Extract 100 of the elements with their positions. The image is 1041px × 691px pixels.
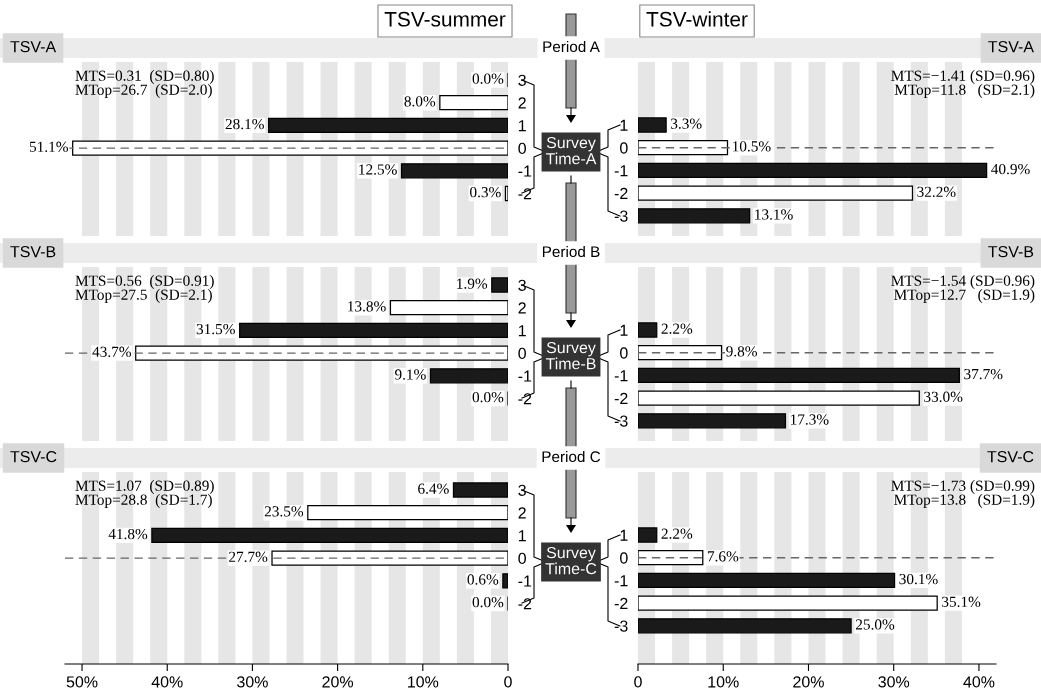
- y-tick-label: -1: [614, 370, 628, 382]
- x-tick-label: 0: [504, 676, 512, 688]
- data-label: 51.1%: [29, 141, 68, 152]
- chart-title: TSV-A: [988, 40, 1034, 53]
- data-label: 9.8%: [726, 346, 757, 357]
- y-tick-label: 2: [518, 507, 526, 519]
- y-tick-label: 2: [518, 97, 526, 109]
- data-label: 2.2%: [661, 323, 693, 334]
- data-label: 43.7%: [92, 346, 132, 357]
- y-tick-label: -2: [614, 187, 628, 199]
- y-tick-label: -1: [614, 575, 628, 587]
- x-tick-label: 0: [634, 676, 642, 688]
- x-tick-label: 20%: [322, 676, 354, 688]
- annotation: MTS=0.31 (SD=0.80): [75, 70, 214, 84]
- text: Survey Time-B: [545, 341, 596, 370]
- data-label: 32.2%: [917, 186, 956, 197]
- data-label: 0.0%: [472, 597, 504, 608]
- annotation: MTS=0.56 (SD=0.91): [75, 275, 214, 289]
- text: Survey Time-A: [545, 136, 597, 165]
- text: TSV-summer: [384, 11, 506, 27]
- annotation: MTop=28.8 (SD=1.7): [75, 494, 212, 508]
- data-label: 0.6%: [467, 574, 499, 585]
- data-label: 27.7%: [229, 551, 268, 562]
- x-tick-label: 30%: [878, 676, 910, 688]
- y-tick-label: 2: [518, 302, 526, 314]
- y-tick-label: 0: [518, 142, 526, 155]
- text: Period A: [543, 40, 600, 53]
- text: MTS=−1.41 (SD=0.96): [891, 70, 1035, 84]
- text: TSV-winter: [646, 11, 748, 27]
- y-tick-label: 1: [518, 325, 526, 337]
- chart-title: TSV-B: [988, 245, 1034, 258]
- data-label: 33.0%: [924, 391, 963, 402]
- chart-title: TSV-C: [987, 450, 1034, 463]
- text: MTS=−1.73 (SD=0.99): [891, 480, 1035, 494]
- y-tick-label: 1: [620, 119, 628, 131]
- x-tick-label: 10%: [708, 676, 739, 688]
- data-label: 3.3%: [671, 118, 702, 129]
- x-tick-label: 50%: [66, 676, 98, 688]
- y-tick-label: 1: [518, 530, 526, 542]
- y-tick-label: -2: [614, 392, 628, 404]
- data-label: 13.1%: [755, 209, 793, 220]
- data-label: 0.0%: [472, 392, 504, 403]
- text: Period B: [542, 245, 600, 258]
- data-label: 10.5%: [733, 141, 771, 152]
- y-tick-label: -1: [518, 575, 532, 587]
- y-tick-label: 1: [518, 120, 526, 132]
- chart-title: TSV-C: [10, 450, 57, 463]
- y-tick-label: 0: [518, 347, 526, 360]
- chart-title: TSV-B: [10, 245, 56, 258]
- data-label: 35.1%: [942, 596, 981, 607]
- y-tick-label: 3: [518, 484, 526, 496]
- data-label: 0.0%: [472, 73, 504, 84]
- text: MTS=−1.54 (SD=0.96): [891, 275, 1035, 289]
- chart-title: TSV-A: [10, 40, 57, 53]
- y-tick-label: 0: [620, 142, 628, 154]
- y-tick-label: -1: [614, 165, 628, 177]
- data-label: 8.0%: [404, 96, 436, 107]
- y-tick-label: 1: [620, 529, 628, 541]
- y-tick-label: -3: [614, 415, 628, 427]
- y-tick-label: 0: [620, 347, 628, 359]
- x-tick-label: 10%: [408, 676, 439, 688]
- text: MTop=13.8 (SD=1.9): [894, 494, 1035, 508]
- text: MTop=11.8 (SD=2.1): [894, 84, 1035, 98]
- y-tick-label: 0: [620, 552, 628, 564]
- y-tick-label: -3: [614, 210, 628, 222]
- data-label: 2.2%: [661, 528, 693, 539]
- data-label: 13.8%: [348, 301, 386, 312]
- y-tick-label: 1: [620, 324, 628, 336]
- data-label: 41.8%: [108, 528, 148, 540]
- data-label: 0.3%: [470, 187, 501, 198]
- x-tick-label: 30%: [237, 676, 268, 688]
- data-label: 30.1%: [899, 573, 938, 585]
- text: Period C: [542, 450, 601, 463]
- y-tick-label: -1: [518, 370, 532, 382]
- data-label: 31.5%: [196, 323, 235, 335]
- data-label: 12.5%: [359, 164, 397, 175]
- y-tick-label: -2: [614, 597, 628, 609]
- annotation: MTop=27.5 (SD=2.1): [75, 289, 212, 303]
- y-tick-label: -2: [518, 598, 532, 610]
- data-label: 9.1%: [394, 369, 426, 380]
- data-label: 40.9%: [991, 163, 1030, 175]
- y-tick-label: -2: [518, 188, 532, 200]
- x-tick-label: 40%: [963, 676, 995, 688]
- annotation: MTS=1.07 (SD=0.89): [75, 480, 214, 494]
- data-label: 23.5%: [264, 506, 304, 517]
- x-tick-label: 20%: [793, 676, 824, 688]
- y-tick-label: -1: [518, 165, 532, 177]
- data-label: 17.3%: [790, 414, 829, 425]
- y-tick-label: 0: [518, 552, 526, 565]
- y-tick-label: -2: [518, 393, 532, 405]
- x-tick-label: 40%: [151, 676, 183, 688]
- data-label: 1.9%: [457, 278, 488, 289]
- y-tick-label: 3: [518, 74, 526, 86]
- y-tick-label: -3: [614, 620, 628, 632]
- data-label: 7.6%: [707, 551, 739, 562]
- data-label: 6.4%: [418, 483, 449, 494]
- annotation: MTop=26.7 (SD=2.0): [75, 84, 212, 98]
- y-tick-label: 3: [518, 279, 526, 291]
- text: MTop=12.7 (SD=1.9): [894, 289, 1035, 303]
- text: Survey Time-C: [545, 546, 597, 575]
